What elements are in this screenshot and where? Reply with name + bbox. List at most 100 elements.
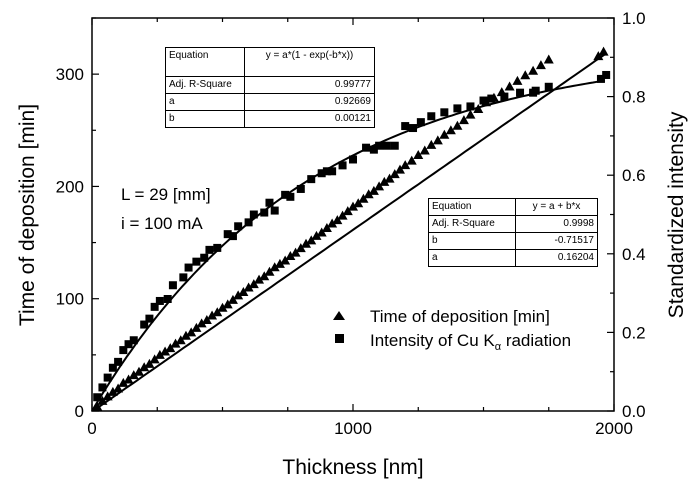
fit-table-exponential: Equation y = a*(1 - exp(-b*x)) Adj. R-Sq… (165, 47, 375, 128)
triangle-point (348, 201, 358, 211)
linear-fit-line (94, 52, 607, 411)
square-point (228, 232, 237, 241)
triangle-point (133, 366, 144, 376)
fit-table-key: Equation (428, 198, 516, 216)
triangle-point (227, 294, 238, 304)
fit-table-row: Adj. R-Square 0.99777 (165, 76, 375, 94)
triangle-point (535, 60, 546, 70)
square-point (427, 112, 436, 121)
triangle-point (154, 349, 165, 359)
legend: Time of deposition [min] Intensity of Cu… (333, 307, 571, 353)
triangle-point (144, 358, 155, 368)
triangle-point (123, 374, 134, 384)
triangle-point (337, 210, 348, 220)
square-point (349, 155, 357, 164)
square-point (119, 346, 128, 355)
square-point (401, 122, 410, 131)
y-right-tick-label: 1.0 (622, 9, 646, 28)
square-point (192, 257, 201, 266)
square-point (155, 296, 164, 305)
triangle-point (259, 271, 270, 281)
triangle-point (400, 160, 411, 170)
triangle-point (327, 218, 338, 228)
annotation-current: i = 100 mA (121, 214, 203, 233)
square-point (145, 314, 154, 323)
fit-table-key: Adj. R-Square (428, 215, 516, 233)
triangle-point (201, 315, 212, 325)
square-point (234, 222, 243, 231)
square-point (375, 141, 384, 150)
legend-label-intensity-sub: α (495, 341, 502, 353)
square-point (322, 167, 331, 176)
square-point (260, 208, 269, 217)
triangle-point (118, 377, 129, 387)
fit-table-value: 0.16204 (515, 249, 598, 267)
y-left-tick-label: 0 (75, 402, 84, 421)
legend-square-marker (335, 334, 344, 343)
triangle-point (238, 286, 249, 296)
square-point (200, 253, 209, 262)
fit-table-row: Equation y = a*(1 - exp(-b*x)) (165, 47, 375, 77)
triangle-point (113, 383, 124, 393)
triangle-point (389, 169, 400, 179)
square-point (440, 108, 449, 117)
fit-table-row: b 0.00121 (165, 110, 375, 128)
triangle-point (473, 103, 484, 113)
triangle-point (394, 164, 405, 174)
triangle-point (321, 222, 332, 232)
fit-curves (91, 52, 607, 412)
triangle-point (212, 307, 223, 317)
triangle-point (379, 176, 390, 186)
square-point (223, 230, 232, 239)
square-point (596, 74, 605, 83)
square-point (244, 218, 253, 227)
fit-table-value: 0.9998 (515, 215, 598, 233)
x-axis-title: Thickness [nm] (282, 456, 423, 479)
triangle-point (175, 335, 186, 345)
y-left-tick-label: 200 (56, 177, 84, 196)
triangle-point (102, 391, 113, 401)
square-point (487, 94, 496, 103)
legend-label-intensity: Intensity of Cu Kα radiation (370, 331, 571, 353)
fit-table-row: Equation y = a + b*x (428, 198, 598, 216)
square-point (103, 373, 112, 382)
square-point (369, 145, 378, 154)
triangle-point (243, 282, 254, 292)
triangle-point (290, 247, 301, 257)
triangle-point (593, 51, 604, 61)
square-point (281, 190, 290, 199)
x-tick-label: 1000 (334, 419, 372, 438)
triangle-point (180, 330, 191, 340)
square-point (602, 70, 611, 79)
square-point (150, 302, 159, 311)
square-point (265, 198, 274, 207)
triangle-point (374, 181, 385, 191)
triangle-point (306, 235, 317, 245)
square-point (93, 393, 102, 402)
triangle-point (191, 322, 202, 332)
square-point (296, 184, 305, 193)
square-point (140, 320, 149, 329)
y-right-tick-label: 0.0 (622, 402, 646, 421)
triangle-point (504, 81, 515, 91)
triangle-point (222, 299, 233, 309)
y-right-tick-label: 0.8 (622, 88, 646, 107)
square-point (500, 92, 509, 101)
y-left-axis-title: Time of deposition [min] (16, 104, 39, 326)
legend-label-intensity-main: Intensity of Cu K (370, 331, 495, 350)
fit-table-row: a 0.92669 (165, 93, 375, 111)
triangle-point (128, 370, 139, 380)
square-point (390, 141, 399, 150)
y-right-tick-label: 0.2 (622, 323, 646, 342)
square-point (531, 86, 540, 95)
square-point (129, 336, 138, 345)
annotation-distance: L = 29 [mm] (121, 185, 211, 204)
triangle-point (353, 198, 364, 208)
square-point (466, 102, 475, 111)
triangle-point (426, 139, 437, 149)
square-point (286, 192, 295, 201)
legend-label-time: Time of deposition [min] (370, 307, 550, 326)
y-right-axis-title: Standardized intensity (665, 111, 688, 318)
legend-triangle-marker (333, 311, 345, 320)
